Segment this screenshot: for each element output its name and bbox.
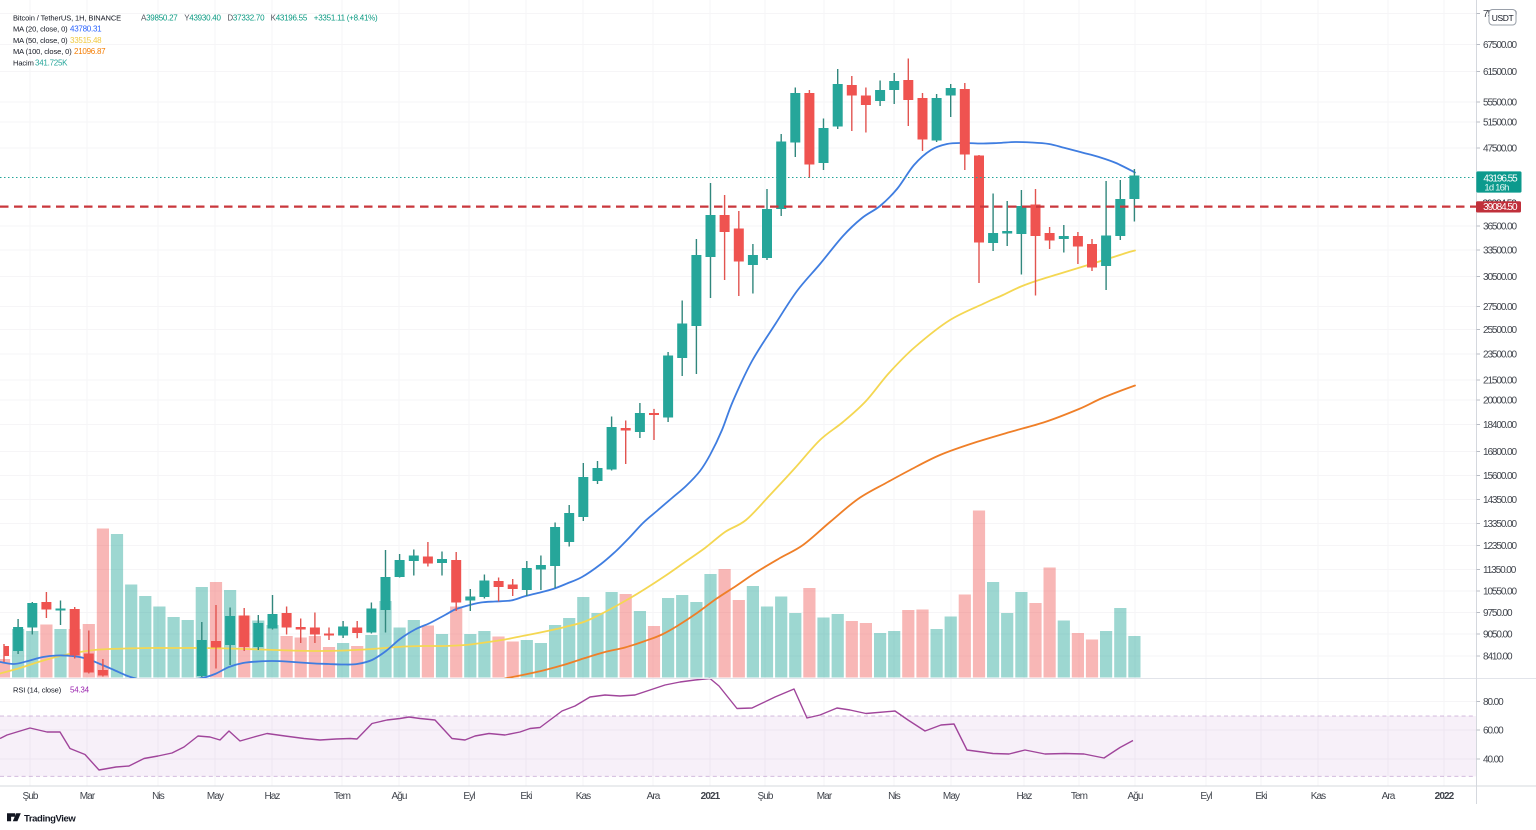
- svg-text:14350.00: 14350.00: [1483, 495, 1517, 506]
- svg-text:Eki: Eki: [1255, 791, 1267, 802]
- svg-text:8410.00: 8410.00: [1483, 652, 1513, 663]
- svg-text:2022: 2022: [1435, 791, 1455, 802]
- svg-text:39084.50: 39084.50: [1483, 202, 1518, 213]
- svg-text:341.725K: 341.725K: [35, 58, 68, 67]
- svg-text:33500.00: 33500.00: [1483, 245, 1517, 256]
- svg-text:18400.00: 18400.00: [1483, 420, 1517, 431]
- svg-text:Ağu: Ağu: [1127, 791, 1142, 802]
- svg-text:67500.00: 67500.00: [1483, 40, 1517, 51]
- svg-text:55500.00: 55500.00: [1483, 98, 1517, 109]
- svg-text:54.34: 54.34: [70, 686, 90, 695]
- svg-text:Mar: Mar: [80, 791, 96, 802]
- svg-text:1d 16h: 1d 16h: [1484, 183, 1509, 194]
- svg-text:May: May: [943, 791, 960, 802]
- svg-text:16800.00: 16800.00: [1483, 447, 1517, 458]
- svg-text:Eki: Eki: [520, 791, 532, 802]
- svg-text:51500.00: 51500.00: [1483, 118, 1517, 129]
- svg-text:9750.00: 9750.00: [1483, 608, 1513, 619]
- svg-text:Nis: Nis: [152, 791, 165, 802]
- svg-text:Tem: Tem: [334, 791, 351, 802]
- svg-text:23500.00: 23500.00: [1483, 350, 1517, 361]
- svg-text:Nis: Nis: [888, 791, 901, 802]
- svg-text:25500.00: 25500.00: [1483, 325, 1517, 336]
- svg-text:60.00: 60.00: [1483, 726, 1504, 737]
- svg-text:Ara: Ara: [1382, 791, 1396, 802]
- svg-text:Bitcoin / TetherUS, 1H, BINANC: Bitcoin / TetherUS, 1H, BINANCE: [13, 14, 121, 23]
- svg-text:61500.00: 61500.00: [1483, 67, 1517, 78]
- svg-text:A39850.27: A39850.27: [141, 14, 178, 23]
- svg-text:15600.00: 15600.00: [1483, 471, 1517, 482]
- svg-text:K43196.55: K43196.55: [271, 14, 308, 23]
- svg-text:Şub: Şub: [757, 791, 773, 802]
- svg-text:43780.31: 43780.31: [70, 25, 102, 34]
- svg-text:Y43930.40: Y43930.40: [184, 14, 221, 23]
- svg-text:Hacim: Hacim: [13, 58, 34, 67]
- svg-text:Haz: Haz: [264, 791, 280, 802]
- svg-text:Haz: Haz: [1016, 791, 1032, 802]
- svg-text:21096.87: 21096.87: [74, 47, 106, 56]
- svg-text:47500.00: 47500.00: [1483, 143, 1517, 154]
- svg-text:Tem: Tem: [1071, 791, 1088, 802]
- svg-text:MA (20, close, 0): MA (20, close, 0): [13, 25, 68, 34]
- svg-text:43196.55: 43196.55: [1483, 173, 1518, 184]
- svg-text:10550.00: 10550.00: [1483, 586, 1517, 597]
- svg-text:Ağu: Ağu: [391, 791, 406, 802]
- svg-text:TradingView: TradingView: [24, 814, 76, 825]
- svg-text:RSI (14, close): RSI (14, close): [13, 686, 62, 695]
- svg-text:Mar: Mar: [817, 791, 833, 802]
- svg-text:21500.00: 21500.00: [1483, 375, 1517, 386]
- svg-text:27500.00: 27500.00: [1483, 302, 1517, 313]
- svg-text:Eyl: Eyl: [463, 791, 475, 802]
- svg-text:36500.00: 36500.00: [1483, 222, 1517, 233]
- svg-text:40.00: 40.00: [1483, 755, 1504, 766]
- svg-text:Ara: Ara: [647, 791, 661, 802]
- svg-text:33515.48: 33515.48: [70, 36, 102, 45]
- svg-text:Kas: Kas: [1311, 791, 1326, 802]
- svg-text:2021: 2021: [701, 791, 721, 802]
- svg-text:9050.00: 9050.00: [1483, 629, 1513, 640]
- svg-text:MA (50, close, 0): MA (50, close, 0): [13, 36, 68, 45]
- svg-text:80.00: 80.00: [1483, 697, 1504, 708]
- svg-text:D37332.70: D37332.70: [227, 14, 265, 23]
- svg-text:+3351.11 (+8.41%): +3351.11 (+8.41%): [314, 14, 378, 23]
- svg-text:11350.00: 11350.00: [1483, 565, 1517, 576]
- svg-text:20000.00: 20000.00: [1483, 396, 1517, 407]
- svg-text:USDT: USDT: [1492, 13, 1514, 23]
- svg-text:May: May: [207, 791, 224, 802]
- svg-text:Kas: Kas: [576, 791, 591, 802]
- svg-text:12350.00: 12350.00: [1483, 541, 1517, 552]
- svg-text:13350.00: 13350.00: [1483, 519, 1517, 530]
- svg-text:MA (100, close, 0): MA (100, close, 0): [13, 47, 72, 56]
- svg-text:Eyl: Eyl: [1200, 791, 1212, 802]
- svg-text:30500.00: 30500.00: [1483, 272, 1517, 283]
- svg-text:Şub: Şub: [22, 791, 38, 802]
